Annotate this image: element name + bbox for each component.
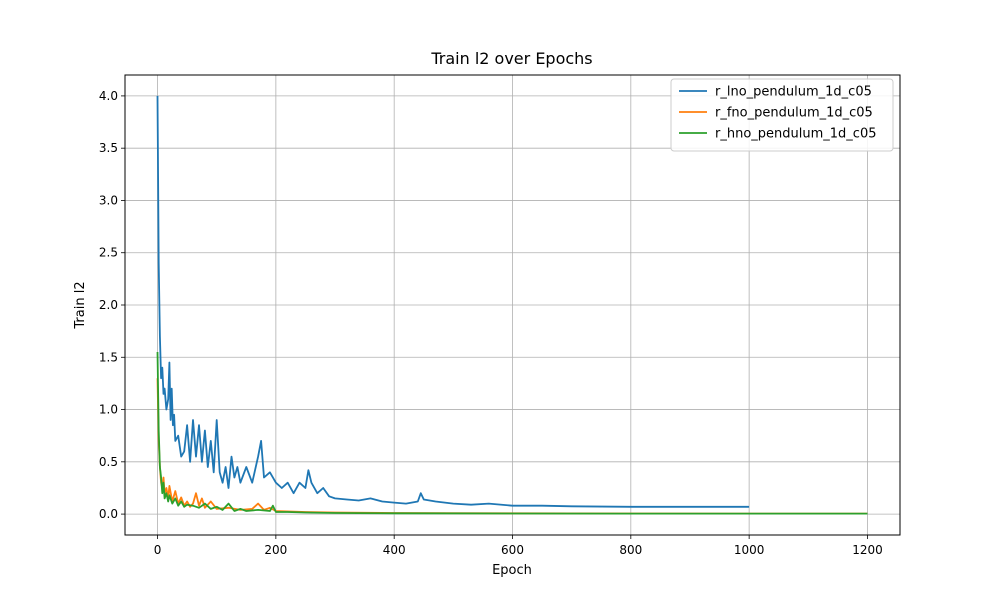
y-tick-label: 0.5 xyxy=(99,455,118,469)
legend-label: r_hno_pendulum_1d_c05 xyxy=(715,127,876,142)
x-tick-label: 0 xyxy=(154,543,162,557)
y-axis-label: Train l2 xyxy=(73,281,88,329)
series-line-1 xyxy=(156,95,750,508)
x-tick-label: 1200 xyxy=(852,543,883,557)
y-tick-label: 2.5 xyxy=(99,246,118,260)
legend-box xyxy=(670,78,894,152)
y-tick-label: 3.0 xyxy=(99,193,118,207)
legend-label: r_fno_pendulum_1d_c05 xyxy=(715,106,873,121)
y-tick-label: 1.5 xyxy=(99,350,118,364)
y-tick-label: 3.5 xyxy=(99,141,118,155)
x-tick-label: 800 xyxy=(619,543,642,557)
x-tick-label: 1000 xyxy=(734,543,765,557)
y-tick-label: 0.0 xyxy=(99,507,118,521)
y-tick-label: 2.0 xyxy=(99,298,118,312)
legend: r_lno_pendulum_1d_c05 r_fno_pendulum_1d_c… xyxy=(670,78,894,152)
y-tick-label: 1.0 xyxy=(99,403,118,417)
legend-label: r_lno_pendulum_1d_c05 xyxy=(715,85,872,100)
plot-series xyxy=(156,95,868,515)
x-tick-label: 400 xyxy=(383,543,406,557)
chart-title: Train l2 over Epochs xyxy=(430,49,592,68)
series-line-3 xyxy=(156,351,868,515)
x-axis-ticks: 0 200 400 600 800 1000 1200 xyxy=(154,535,883,557)
x-axis-label: Epoch xyxy=(492,563,532,578)
y-axis-ticks: 0.0 0.5 1.0 1.5 2.0 2.5 3.0 3.5 4.0 xyxy=(99,89,125,521)
y-tick-label: 4.0 xyxy=(99,89,118,103)
x-tick-label: 600 xyxy=(501,543,524,557)
x-tick-label: 200 xyxy=(264,543,287,557)
grid-lines xyxy=(125,75,900,535)
